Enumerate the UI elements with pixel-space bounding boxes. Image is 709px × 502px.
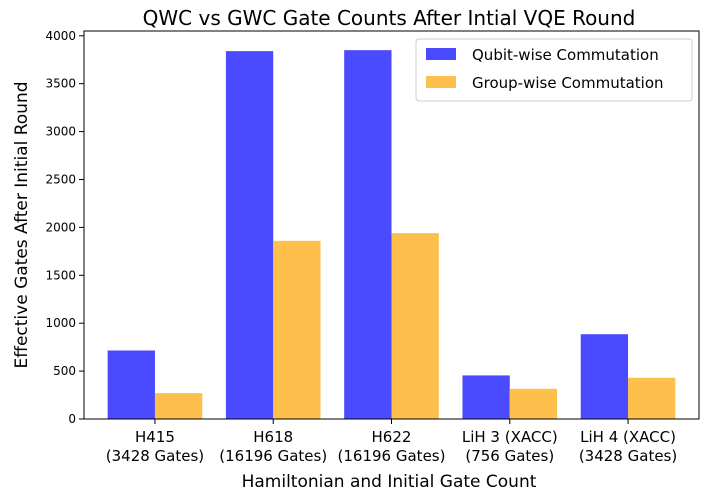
legend-label-qubit-wise: Qubit-wise Commutation bbox=[472, 46, 659, 64]
x-tick-label-h415: H415 bbox=[135, 428, 175, 446]
bar-qubit-wise-lih-3-xacc bbox=[462, 375, 510, 419]
bar-group-wise-lih-4-xacc bbox=[628, 377, 676, 419]
y-tick-label: 4000 bbox=[45, 29, 76, 43]
legend-swatch-qubit-wise bbox=[426, 48, 456, 60]
y-tick-label: 2000 bbox=[45, 220, 76, 234]
bar-qubit-wise-h415 bbox=[107, 350, 155, 419]
y-tick-label: 3500 bbox=[45, 77, 76, 91]
bar-qubit-wise-lih-4-xacc bbox=[580, 334, 629, 419]
x-tick-sublabel-h622: (16196 Gates) bbox=[338, 447, 446, 465]
bar-group-wise-h618 bbox=[273, 240, 321, 419]
y-axis: 0 500 1000 1500 2000 2500 3000 3500 4000 bbox=[45, 29, 84, 426]
x-tick-sublabel-h618: (16196 Gates) bbox=[219, 447, 327, 465]
chart-title: QWC vs GWC Gate Counts After Intial VQE … bbox=[143, 6, 636, 30]
x-axis-title: Hamiltonian and Initial Gate Count bbox=[242, 472, 537, 492]
y-tick-label: 2500 bbox=[45, 172, 76, 186]
legend: Qubit-wise Commutation Group-wise Commut… bbox=[415, 38, 693, 102]
legend-swatch-group-wise bbox=[426, 76, 456, 88]
y-tick-label: 1500 bbox=[45, 268, 76, 282]
plot-area-frame bbox=[83, 30, 700, 420]
x-tick-sublabel-lih-3-xacc: (756 Gates) bbox=[465, 447, 554, 465]
y-tick-label: 500 bbox=[53, 364, 76, 378]
y-axis-title: Effective Gates After Initial Round bbox=[12, 81, 32, 368]
x-tick-label-lih-4-xacc: LiH 4 (XACC) bbox=[580, 428, 676, 446]
x-tick-sublabel-h415: (3428 Gates) bbox=[106, 447, 204, 465]
x-tick-sublabel-lih-4-xacc: (3428 Gates) bbox=[579, 447, 677, 465]
bar-qubit-wise-h618 bbox=[225, 51, 274, 420]
bar-group-wise-h622 bbox=[391, 233, 439, 419]
y-tick-label: 0 bbox=[68, 412, 76, 426]
x-axis: H415(3428 Gates)H618(16196 Gates)H622(16… bbox=[106, 419, 677, 465]
bars-layer bbox=[107, 50, 676, 420]
legend-frame bbox=[415, 38, 693, 102]
legend-label-group-wise: Group-wise Commutation bbox=[472, 74, 664, 92]
x-tick-label-lih-3-xacc: LiH 3 (XACC) bbox=[462, 428, 558, 446]
x-tick-label-h618: H618 bbox=[253, 428, 293, 446]
bar-group-wise-h415 bbox=[154, 393, 203, 419]
bar-qubit-wise-h622 bbox=[344, 50, 392, 419]
x-tick-label-h622: H622 bbox=[372, 428, 412, 446]
bar-group-wise-lih-3-xacc bbox=[509, 388, 558, 419]
y-tick-label: 1000 bbox=[45, 316, 76, 330]
y-tick-label: 3000 bbox=[45, 125, 76, 139]
